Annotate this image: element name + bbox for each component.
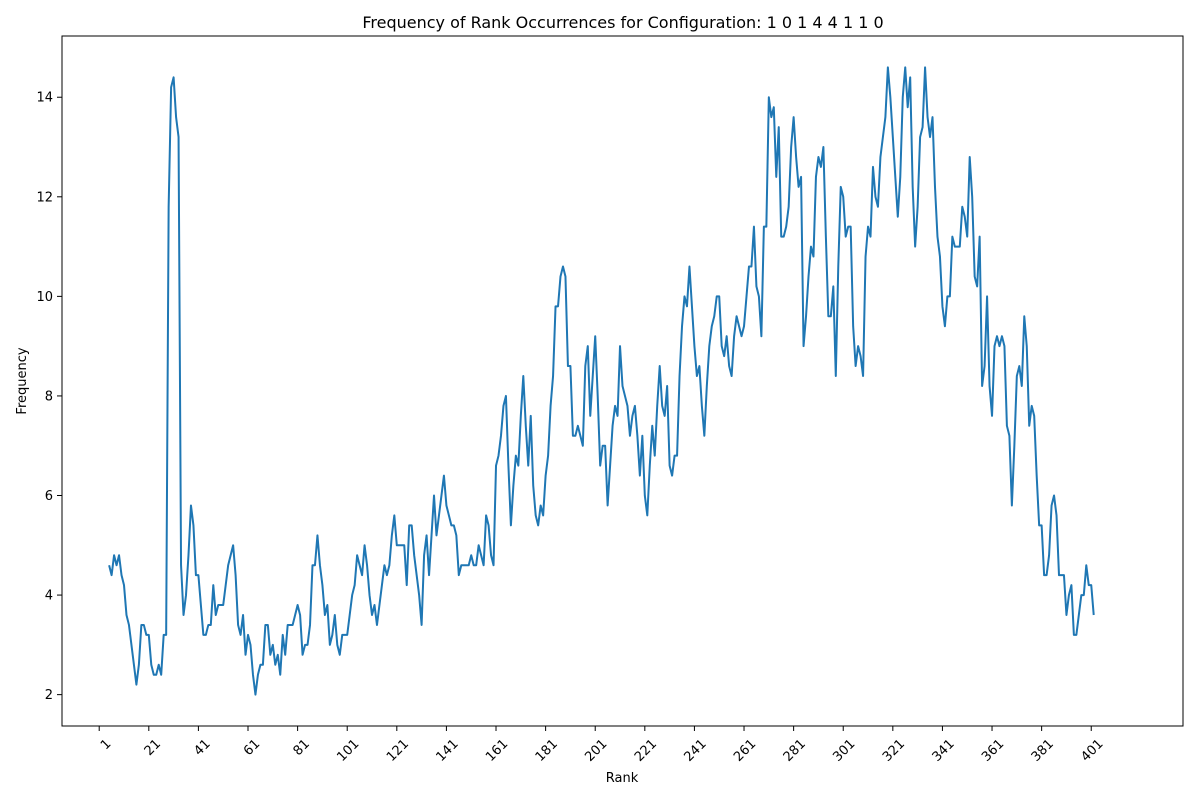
y-tick-label: 10 [36, 290, 53, 305]
plot-area-frame [61, 35, 1184, 727]
y-tick-label: 4 [45, 589, 53, 604]
x-tick-label: 281 [781, 737, 809, 765]
y-tick-label: 6 [45, 489, 53, 504]
frequency-series-line [108, 66, 1095, 696]
y-axis: 2 4 6 8 10 12 14 [36, 91, 62, 703]
y-axis-label: Frequency [15, 347, 30, 414]
chart-title: Frequency of Rank Occurrences for Config… [362, 13, 883, 32]
x-tick-label: 1 [98, 737, 114, 753]
y-tick-label: 2 [45, 688, 53, 703]
y-tick-label: 14 [36, 91, 53, 106]
x-tick-label: 221 [632, 737, 660, 765]
x-axis: 1 21 41 61 81 101 121 141 161 181 201 221 241 261 281 3… [98, 726, 1106, 765]
x-tick-label: 121 [384, 737, 412, 765]
x-tick-label: 141 [434, 737, 462, 765]
x-tick-label: 341 [930, 737, 958, 765]
x-tick-label: 81 [291, 737, 313, 759]
x-tick-label: 241 [682, 737, 710, 765]
x-tick-label: 21 [142, 737, 164, 759]
y-tick-label: 12 [36, 190, 53, 205]
x-tick-label: 401 [1078, 737, 1106, 765]
x-tick-label: 201 [582, 737, 610, 765]
x-tick-label: 301 [830, 737, 858, 765]
y-tick-label: 8 [45, 389, 53, 404]
x-tick-label: 381 [1029, 737, 1057, 765]
x-tick-label: 61 [241, 737, 263, 759]
x-tick-label: 361 [979, 737, 1007, 765]
x-tick-label: 321 [880, 737, 908, 765]
x-tick-label: 161 [483, 737, 511, 765]
x-tick-label: 261 [731, 737, 759, 765]
x-tick-label: 41 [191, 737, 213, 759]
x-tick-label: 181 [533, 737, 561, 765]
x-axis-label: Rank [606, 771, 639, 786]
x-tick-label: 101 [334, 737, 362, 765]
